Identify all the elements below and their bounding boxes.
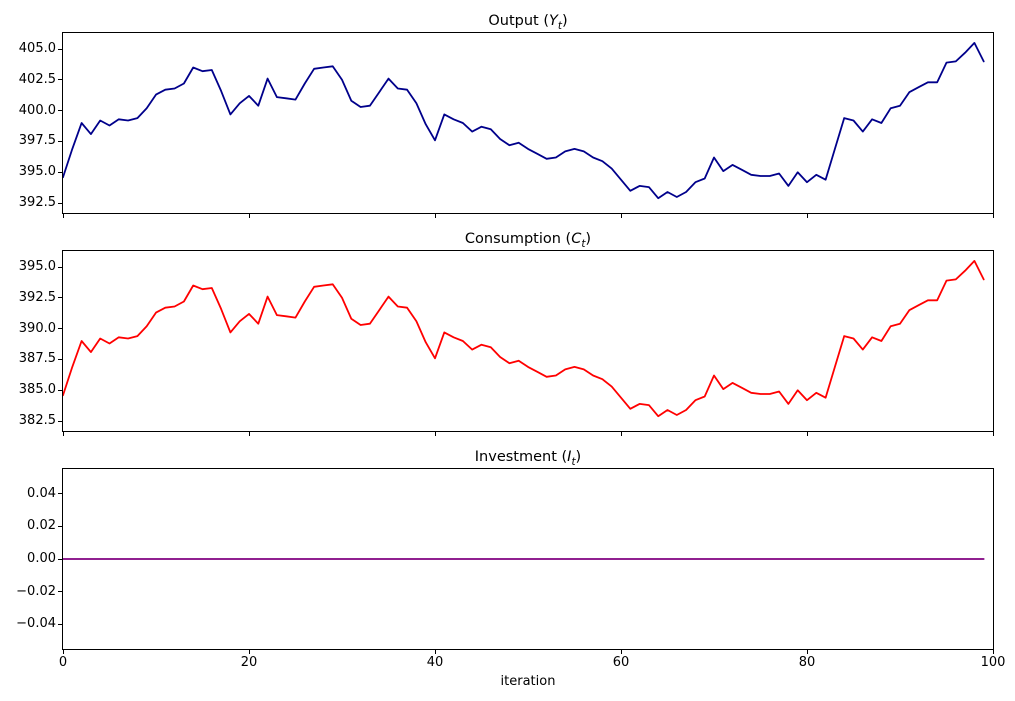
title-output: Output (Yt) xyxy=(62,12,994,32)
tick-mark xyxy=(434,650,436,654)
tick-mark xyxy=(620,214,622,218)
x-axis-label: iteration xyxy=(500,674,556,689)
title-variable: Y xyxy=(549,13,558,29)
title-text: ) xyxy=(575,449,582,465)
tick-mark xyxy=(58,48,62,50)
title-text: Output ( xyxy=(488,13,549,29)
title-text: ) xyxy=(561,13,568,29)
tick-mark xyxy=(58,328,62,330)
tick-mark xyxy=(58,493,62,495)
tick-mark xyxy=(58,591,62,593)
title-variable: I xyxy=(567,449,572,465)
y-tick-label: 402.5 xyxy=(18,71,56,87)
tick-mark xyxy=(58,525,62,527)
plot-investment xyxy=(62,468,994,650)
tick-mark xyxy=(992,650,994,654)
title-text: Consumption ( xyxy=(464,231,572,247)
y-tick-label: 405.0 xyxy=(18,41,56,57)
y-tick-label: 0.04 xyxy=(27,485,56,501)
tick-mark xyxy=(806,214,808,218)
tick-mark xyxy=(62,650,64,654)
y-tick-label: 385.0 xyxy=(18,382,56,398)
output-line xyxy=(63,41,985,200)
tick-mark xyxy=(806,650,808,654)
title-subscript: t xyxy=(557,19,562,32)
y-tick-label: 397.5 xyxy=(18,133,56,149)
y-tick-label: 392.5 xyxy=(18,289,56,305)
tick-mark xyxy=(58,171,62,173)
y-tick-label: 0.00 xyxy=(27,551,56,566)
x-tick-label: 40 xyxy=(426,655,444,670)
title-consumption: Consumption (Ct) xyxy=(62,230,994,250)
tick-mark xyxy=(620,432,622,436)
y-tick-label: −0.04 xyxy=(16,616,56,632)
y-tick-label: 400.0 xyxy=(18,102,56,118)
tick-mark xyxy=(58,389,62,391)
x-tick-label: 20 xyxy=(240,655,258,670)
plot-output xyxy=(62,32,994,214)
tick-mark xyxy=(58,420,62,422)
y-tick-label: 390.0 xyxy=(18,320,56,336)
y-tick-label: 392.5 xyxy=(18,195,56,211)
tick-mark xyxy=(58,358,62,360)
x-tick-label: 60 xyxy=(612,655,630,670)
tick-mark xyxy=(62,214,64,218)
x-tick-label: 0 xyxy=(58,655,68,670)
x-tick-label: 80 xyxy=(798,655,816,670)
tick-mark xyxy=(58,110,62,112)
output-line-chart xyxy=(63,41,985,200)
tick-mark xyxy=(248,432,250,436)
tick-mark xyxy=(248,214,250,218)
tick-mark xyxy=(62,432,64,436)
tick-mark xyxy=(434,432,436,436)
y-tick-label: 395.0 xyxy=(18,164,56,180)
title-subscript: t xyxy=(581,237,586,250)
y-tick-label: 382.5 xyxy=(18,413,56,429)
tick-mark xyxy=(58,266,62,268)
tick-mark xyxy=(58,297,62,299)
tick-mark xyxy=(58,558,62,560)
title-text: Investment ( xyxy=(474,449,568,465)
plot-consumption xyxy=(62,250,994,432)
tick-mark xyxy=(58,140,62,142)
title-variable: C xyxy=(571,231,582,247)
y-tick-label: 0.02 xyxy=(27,518,56,534)
tick-mark xyxy=(806,432,808,436)
investment-line-chart xyxy=(63,558,985,560)
title-text: ) xyxy=(585,231,592,247)
tick-mark xyxy=(58,79,62,81)
tick-mark xyxy=(620,650,622,654)
consumption-line-chart xyxy=(63,259,985,418)
consumption-line xyxy=(63,259,985,418)
x-tick-label: 100 xyxy=(980,655,1006,670)
tick-mark xyxy=(58,202,62,204)
tick-mark xyxy=(248,650,250,654)
y-tick-label: −0.02 xyxy=(16,583,56,599)
title-subscript: t xyxy=(571,455,576,468)
tick-mark xyxy=(992,432,994,436)
y-tick-label: 395.0 xyxy=(18,259,56,275)
tick-mark xyxy=(434,214,436,218)
tick-mark xyxy=(58,623,62,625)
tick-mark xyxy=(992,214,994,218)
y-tick-label: 387.5 xyxy=(18,351,56,367)
title-investment: Investment (It) xyxy=(62,448,994,468)
